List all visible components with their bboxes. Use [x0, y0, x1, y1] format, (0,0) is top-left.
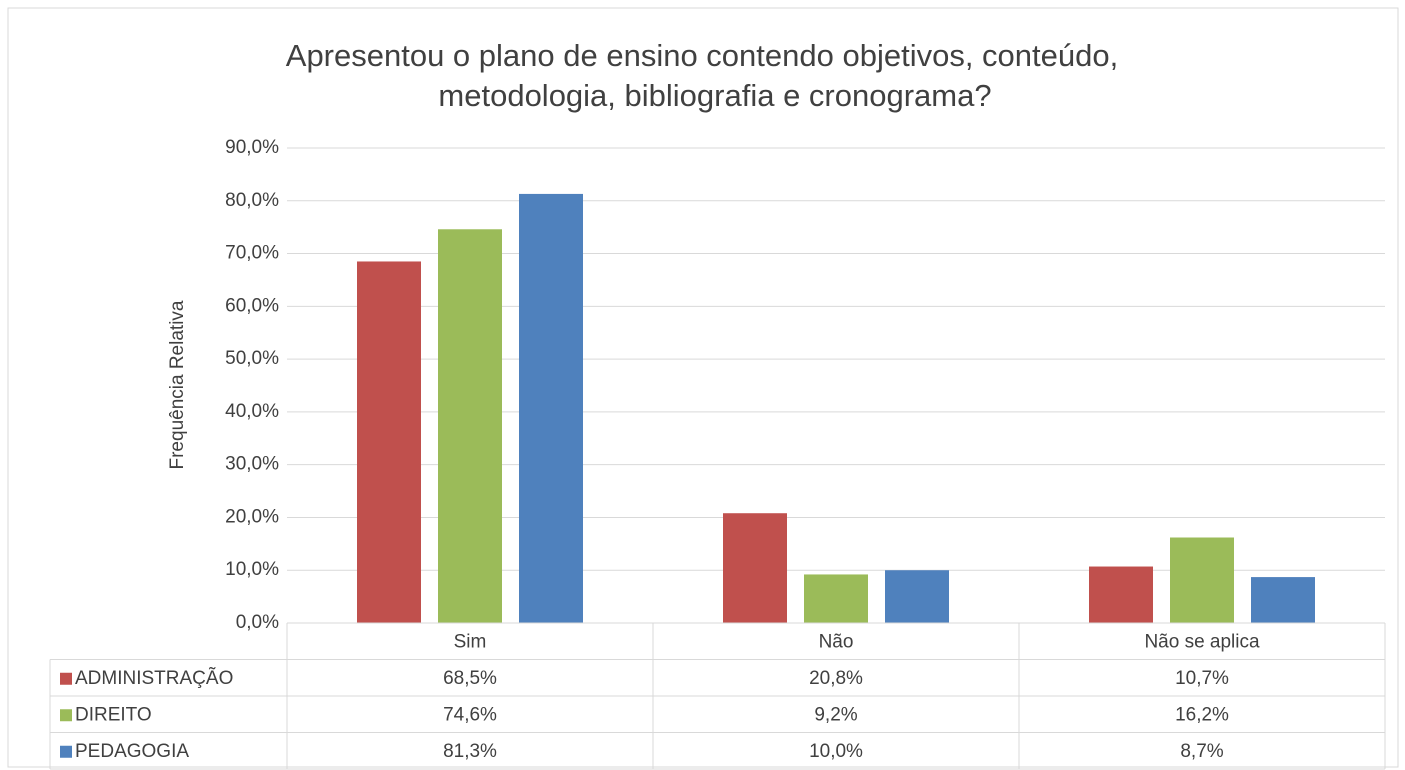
x-tick-label: Sim — [454, 631, 487, 652]
y-tick-label: 10,0% — [225, 559, 279, 580]
data-label: 10,0% — [809, 741, 863, 762]
legend-swatch — [60, 745, 72, 758]
y-tick-label: 70,0% — [225, 243, 279, 264]
y-tick-label: 20,0% — [225, 506, 279, 527]
chart-title: Apresentou o plano de ensino contendo ob… — [286, 38, 1118, 73]
y-axis-label: Frequência Relativa — [167, 300, 188, 469]
chart-title: metodologia, bibliografia e cronograma? — [438, 78, 991, 113]
bar — [723, 513, 787, 623]
y-tick-label: 80,0% — [225, 190, 279, 211]
y-tick-label: 30,0% — [225, 454, 279, 475]
data-label: 74,6% — [443, 704, 497, 725]
x-tick-label: Não — [819, 631, 854, 652]
bar — [357, 261, 421, 623]
y-tick-label: 50,0% — [225, 348, 279, 369]
bar — [1251, 577, 1315, 623]
data-label: 16,2% — [1175, 704, 1229, 725]
bar — [438, 229, 502, 623]
data-label: 8,7% — [1180, 741, 1223, 762]
chart-border — [7, 7, 1399, 768]
data-label: 68,5% — [443, 668, 497, 689]
bar — [519, 193, 583, 623]
legend-label: PEDAGOGIA — [75, 741, 189, 762]
bar — [885, 570, 949, 623]
legend-label: DIREITO — [75, 704, 152, 725]
y-tick-label: 90,0% — [225, 137, 279, 158]
y-tick-label: 0,0% — [236, 612, 279, 633]
bar — [1170, 537, 1234, 623]
data-label: 20,8% — [809, 668, 863, 689]
x-tick-label: Não se aplica — [1144, 631, 1260, 652]
y-tick-label: 40,0% — [225, 401, 279, 422]
bar — [1089, 566, 1153, 623]
legend-swatch — [60, 672, 72, 685]
legend-label: ADMINISTRAÇÃO — [75, 667, 233, 689]
data-label: 81,3% — [443, 741, 497, 762]
data-label: 9,2% — [814, 704, 857, 725]
data-label: 10,7% — [1175, 668, 1229, 689]
y-tick-label: 60,0% — [225, 295, 279, 316]
bar — [804, 574, 868, 623]
legend-swatch — [60, 709, 72, 722]
